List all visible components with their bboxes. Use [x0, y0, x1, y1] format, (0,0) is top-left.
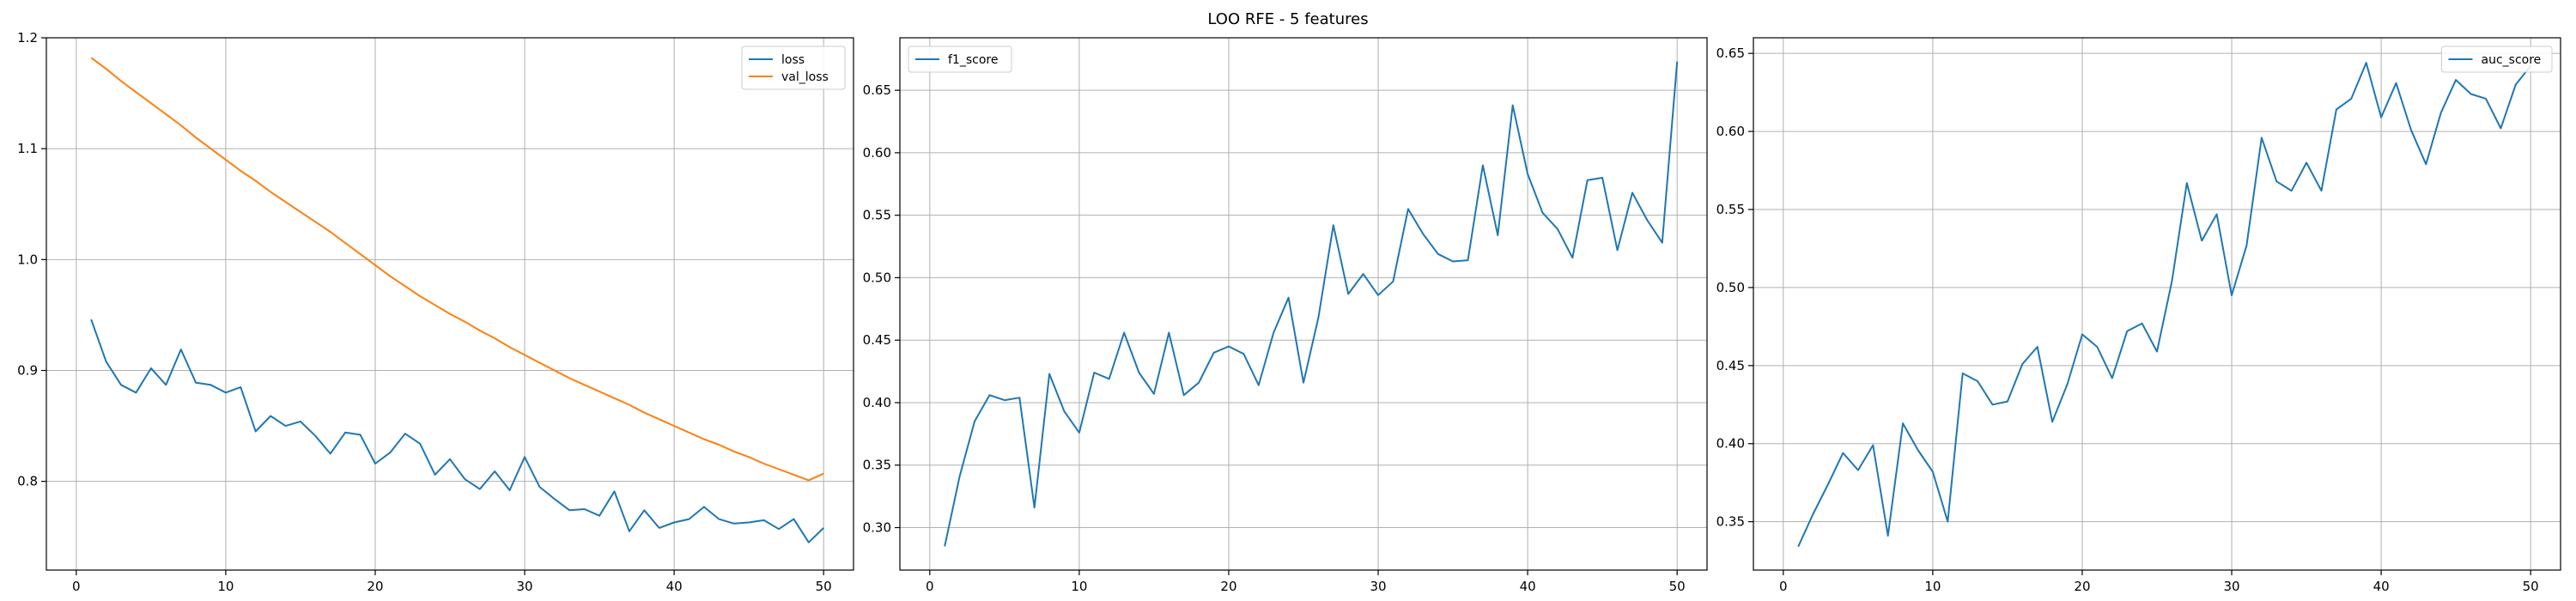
y-tick-label: 0.65 [863, 82, 891, 98]
y-tick-label: 0.35 [863, 458, 891, 473]
y-tick-label: 0.45 [863, 332, 891, 348]
x-tick-label: 50 [816, 579, 832, 594]
chart-panel-2: 0 10 20 30 40 50 0.30 0.35 0.40 0.45 0.50 0.55 0.60 0… [863, 37, 1708, 594]
y-tick-label: 0.30 [863, 520, 891, 536]
axes-frame [46, 37, 854, 571]
x-tick-label: 10 [1924, 579, 1941, 594]
y-tick-label: 0.55 [1716, 202, 1745, 217]
y-tick-label: 0.35 [1716, 514, 1745, 530]
y-tick-label: 0.40 [863, 395, 891, 410]
x-tick-label: 40 [1520, 579, 1536, 594]
y-tick-label: 0.60 [1716, 124, 1745, 139]
figure-title: LOO RFE - 5 features [1207, 10, 1368, 28]
y-tick-label: 1.0 [17, 252, 38, 267]
y-tick-label: 0.65 [1716, 46, 1745, 61]
legend: f1_score [908, 46, 1012, 73]
legend: auc_score [2441, 46, 2553, 73]
x-tick-label: 10 [217, 579, 234, 594]
y-tick-label: 1.2 [17, 30, 38, 46]
x-tick-label: 30 [2223, 579, 2239, 594]
series-line-f1_score [944, 61, 1679, 547]
x-tick-label: 10 [1071, 579, 1087, 594]
x-tick-label: 40 [2373, 579, 2390, 594]
series-line-auc_score [1797, 62, 2531, 548]
y-tick-label: 1.1 [17, 141, 38, 156]
y-tick-label: 0.40 [1716, 436, 1745, 452]
series-line-loss [90, 319, 824, 543]
x-tick-label: 20 [2074, 579, 2090, 594]
x-tick-label: 30 [1370, 579, 1386, 594]
legend-box [2441, 46, 2553, 73]
y-tick-label: 0.50 [863, 270, 891, 285]
legend-box [908, 46, 1012, 73]
x-tick-label: 0 [1779, 579, 1788, 594]
legend-label-val_loss: val_loss [781, 70, 829, 84]
legend: loss val_loss [741, 46, 846, 90]
x-tick-label: 40 [666, 579, 683, 594]
legend-label-loss: loss [781, 53, 805, 67]
legend-label-f1_score: f1_score [948, 53, 998, 67]
legend-label-auc_score: auc_score [2482, 53, 2542, 67]
x-tick-label: 30 [516, 579, 532, 594]
axes-frame [1753, 37, 2561, 571]
x-tick-label: 0 [926, 579, 934, 594]
x-tick-label: 20 [367, 579, 383, 594]
y-tick-label: 0.9 [17, 363, 38, 379]
y-tick-label: 0.60 [863, 145, 891, 161]
y-tick-label: 0.50 [1716, 280, 1745, 295]
x-tick-label: 20 [1220, 579, 1236, 594]
axes-frame [899, 37, 1708, 571]
x-tick-label: 0 [72, 579, 81, 594]
y-tick-label: 0.8 [17, 474, 38, 489]
chart-panel-3: 0 10 20 30 40 50 0.35 0.40 0.45 0.50 0.55 0.60 0.65 a… [1716, 37, 2561, 594]
y-tick-label: 0.55 [863, 208, 891, 223]
series-line-val_loss [90, 57, 824, 482]
legend-box [741, 46, 846, 90]
y-tick-label: 0.45 [1716, 358, 1745, 373]
x-tick-label: 50 [2523, 579, 2539, 594]
x-tick-label: 50 [1669, 579, 1686, 594]
chart-panel-1: 0 10 20 30 40 50 0.8 0.9 1.0 1.1 1.2 loss val_loss [17, 30, 854, 594]
